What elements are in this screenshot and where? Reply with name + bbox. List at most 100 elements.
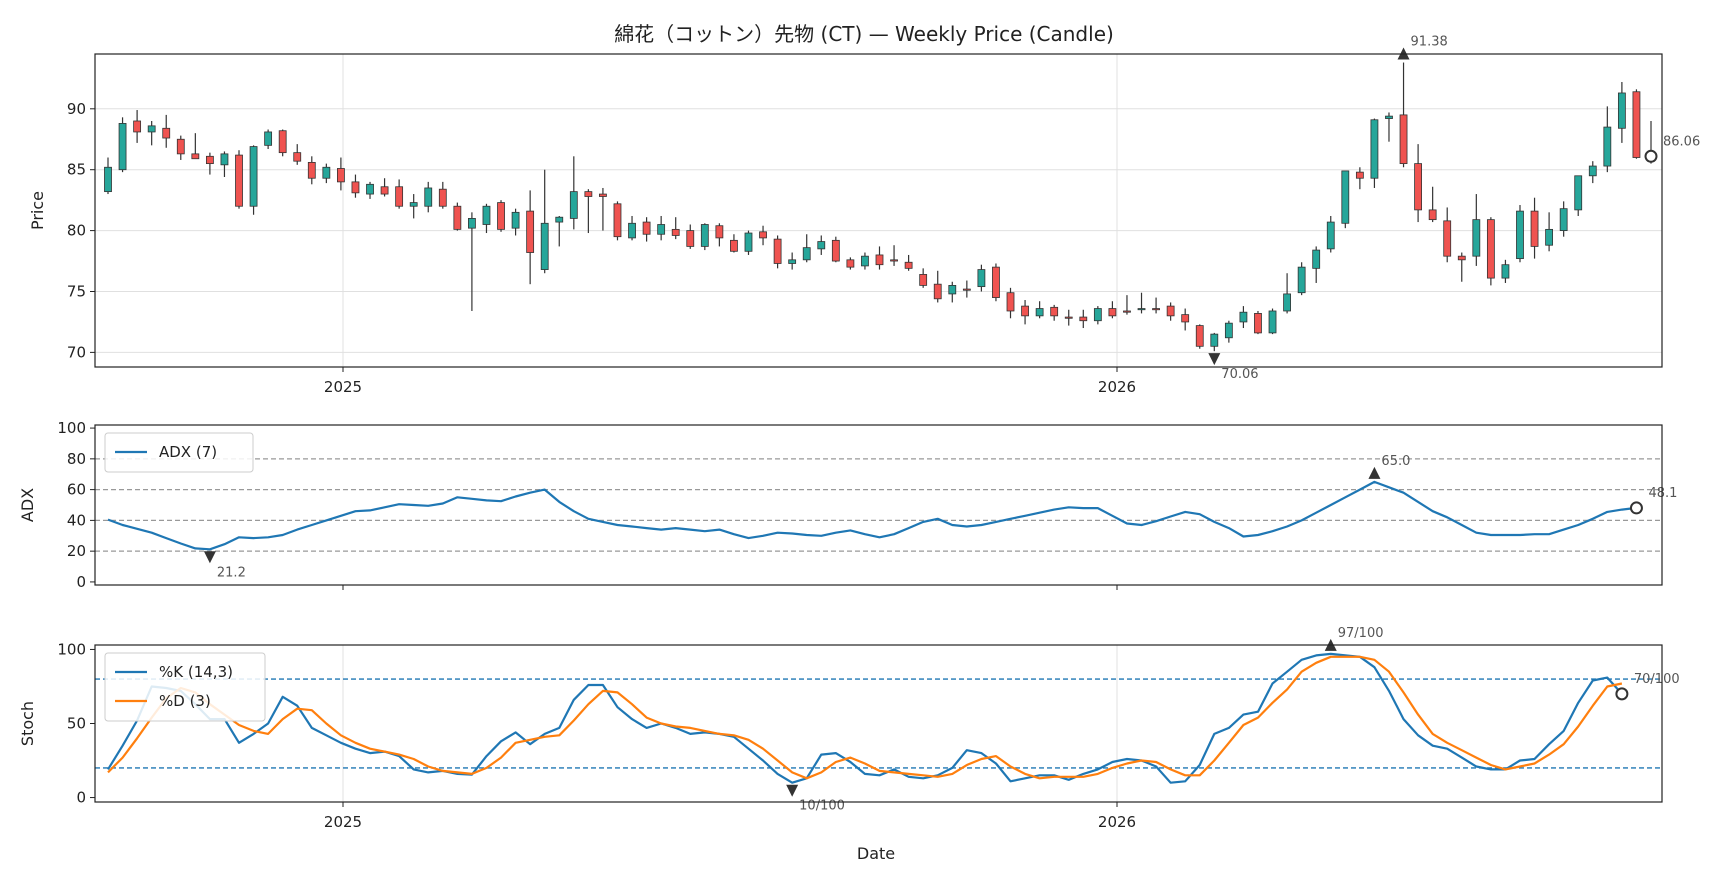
candle-body — [1588, 165, 1597, 177]
min-marker — [786, 784, 799, 797]
candle-body — [1210, 333, 1219, 347]
candle-body — [992, 266, 1000, 298]
x-tick-label: 2026 — [1098, 813, 1136, 831]
candle-body — [1108, 308, 1117, 317]
candle-body — [1137, 308, 1146, 311]
y-axis-label: Price — [28, 191, 47, 230]
min-marker — [203, 551, 216, 564]
y-tick-label: 90 — [67, 100, 86, 118]
y-tick-label: 100 — [57, 419, 86, 437]
x-axis-label: Date — [857, 844, 895, 863]
min-annotation: 70.06 — [1221, 367, 1258, 382]
candle-body — [584, 191, 593, 197]
x-tick-label: 2025 — [324, 378, 362, 396]
last-marker — [1615, 687, 1629, 701]
candle-body — [904, 261, 913, 269]
candle-body — [700, 224, 709, 247]
candle-body — [133, 120, 142, 133]
candle-body — [1239, 311, 1248, 323]
candle-body — [642, 221, 651, 235]
candle-body — [1632, 91, 1641, 158]
y-tick-label: 0 — [76, 789, 86, 807]
candle-body — [1428, 209, 1437, 221]
candle-body — [1545, 228, 1554, 246]
max-annotation: 91.38 — [1411, 35, 1448, 50]
candle-body — [235, 154, 243, 207]
candle-body — [278, 130, 287, 154]
x-tick-label: 2025 — [324, 813, 362, 831]
x-tick-label: 2026 — [1098, 378, 1136, 396]
candle-body — [1093, 308, 1102, 322]
candle-body — [613, 203, 622, 238]
candle-body — [1574, 175, 1583, 211]
y-tick-label: 40 — [67, 511, 86, 529]
candle-body — [962, 288, 971, 291]
candle-body — [831, 239, 840, 262]
plot-frame — [94, 53, 1663, 368]
candle-body — [147, 125, 156, 133]
plot-frame — [94, 644, 1663, 803]
chart-title: 綿花（コットン）先物 (CT) — Weekly Price (Candle) — [614, 22, 1114, 46]
candle-body — [1341, 170, 1350, 224]
last-annotation: 70/100 — [1634, 672, 1680, 687]
candle-body — [264, 131, 273, 146]
candle-body — [948, 285, 957, 295]
candle-body — [409, 202, 418, 207]
candle-body — [977, 269, 986, 288]
candle-body — [1385, 115, 1393, 119]
series-line-d — [107, 655, 1623, 780]
candle-body — [104, 166, 112, 193]
candle-body — [569, 191, 578, 219]
candle-body — [205, 155, 214, 165]
candle-body — [1501, 264, 1510, 279]
candle-body — [1035, 308, 1044, 317]
candle-body — [540, 222, 549, 270]
candle-body — [759, 231, 767, 239]
y-tick-label: 60 — [67, 481, 86, 499]
candle-body — [919, 274, 928, 286]
max-marker — [1368, 466, 1381, 479]
candle-body — [1268, 310, 1277, 334]
candle-body — [1254, 313, 1262, 334]
candle-body — [1312, 249, 1321, 269]
candle-body — [628, 222, 636, 239]
candle-body — [846, 259, 855, 268]
max-annotation: 97/100 — [1338, 626, 1384, 641]
adx-panel: 0 20 40 60 80 100 ADX ADX (7) 21.2 65.0 48.1 — [18, 419, 1677, 591]
candle-body — [861, 255, 869, 267]
y-axis-label: ADX — [18, 488, 37, 522]
legend-box — [104, 432, 254, 473]
candle-body — [1559, 208, 1568, 231]
candle-body — [511, 211, 520, 229]
candle-body — [307, 161, 316, 179]
candle-body — [424, 187, 433, 207]
plot-frame — [94, 424, 1663, 586]
candle-body — [1123, 310, 1131, 313]
candle-body — [744, 232, 753, 252]
candle-body — [453, 205, 462, 230]
candle-body — [555, 216, 564, 223]
candle-body — [671, 228, 680, 236]
last-marker — [1644, 149, 1658, 163]
candle-body — [162, 127, 171, 139]
last-annotation: 86.06 — [1663, 134, 1700, 149]
candle-body — [249, 146, 258, 207]
max-annotation: 65.0 — [1381, 454, 1410, 469]
candle-body — [890, 259, 898, 262]
candle-body — [1355, 171, 1364, 179]
candle-body — [395, 186, 404, 207]
candle-body — [1224, 322, 1233, 339]
y-tick-label: 70 — [67, 343, 86, 361]
candle-body — [351, 181, 360, 194]
min-annotation: 10/100 — [799, 799, 845, 814]
candle-body — [118, 123, 127, 171]
candle-body — [1603, 126, 1612, 167]
candle-body — [337, 168, 345, 183]
y-axis-label: Stoch — [18, 701, 37, 746]
last-annotation: 48.1 — [1648, 486, 1677, 501]
legend-label: %K (14,3) — [159, 663, 233, 681]
y-tick-label: 80 — [67, 222, 86, 240]
candle-body — [1195, 325, 1204, 347]
candle-body — [438, 188, 447, 207]
candle-body — [1414, 163, 1422, 211]
